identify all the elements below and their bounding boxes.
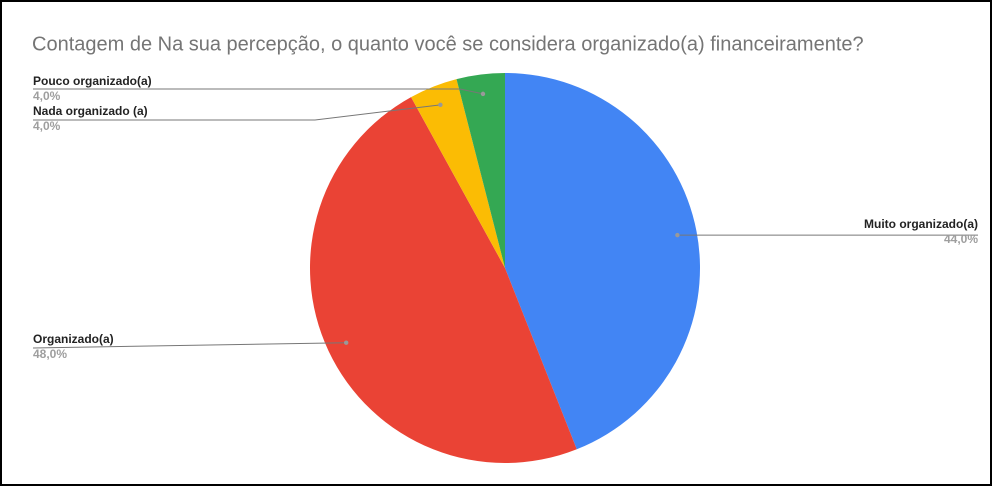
slice-value: 4,0%: [33, 89, 61, 103]
leader-line: [33, 88, 484, 95]
pie-slice: [456, 73, 505, 268]
leader-line: [32, 342, 347, 349]
leader-line: [33, 104, 441, 121]
slice-value: 44,0%: [944, 232, 978, 246]
leader-dot: [438, 102, 443, 108]
pie-slice: [411, 79, 505, 268]
pie-slice: [310, 97, 577, 464]
pie-slice: [505, 73, 701, 450]
leader-dot: [480, 91, 486, 97]
slice-label: Organizado(a): [33, 332, 114, 346]
slice-label: Pouco organizado(a): [33, 74, 152, 88]
leader-dot: [344, 340, 349, 345]
chart-title: Contagem de Na sua percepção, o quanto v…: [32, 33, 864, 55]
slice-value: 4,0%: [33, 119, 61, 133]
slice-value: 48,0%: [33, 347, 67, 361]
leader-dot: [675, 232, 680, 238]
slice-label: Nada organizado (a): [33, 104, 148, 118]
slice-label: Muito organizado(a): [864, 217, 978, 231]
